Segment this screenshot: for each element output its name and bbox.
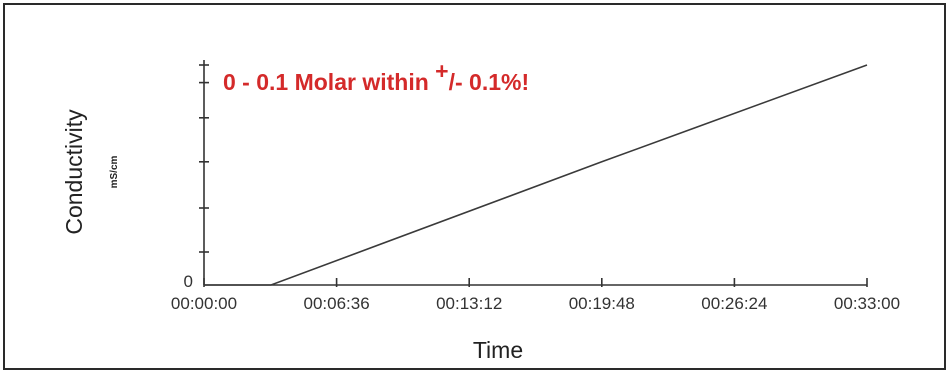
annotation-suffix: /- 0.1%! <box>448 69 530 95</box>
x-tick-label: 00:06:36 <box>304 294 370 313</box>
accuracy-annotation: 0 - 0.1 Molar within +/- 0.1%! <box>223 58 530 96</box>
x-tick-labels: 00:00:00 00:06:36 00:13:12 00:19:48 00:26:24… <box>171 294 900 313</box>
x-axis-label: Time <box>473 337 523 363</box>
conductivity-chart: 00:00:00 00:06:36 00:13:12 00:19:48 00:26:24… <box>61 60 900 363</box>
y-axis-unit: mS/cm <box>109 155 120 188</box>
chart-frame: 00:00:00 00:06:36 00:13:12 00:19:48 00:26:24… <box>3 3 946 370</box>
x-tick-label: 00:26:24 <box>701 294 767 313</box>
y-axis-label: Conductivity <box>61 109 87 235</box>
annotation-superscript: + <box>435 58 449 84</box>
y-tick-label-0: 0 <box>184 272 193 291</box>
x-tick-label: 00:33:00 <box>834 294 900 313</box>
x-tick-label: 00:19:48 <box>569 294 635 313</box>
x-ticks <box>203 278 868 287</box>
series-line <box>204 64 868 286</box>
y-ticks <box>199 64 209 253</box>
x-tick-label: 00:13:12 <box>436 294 502 313</box>
annotation-prefix: 0 - 0.1 Molar within <box>223 69 436 95</box>
x-tick-label: 00:00:00 <box>171 294 237 313</box>
